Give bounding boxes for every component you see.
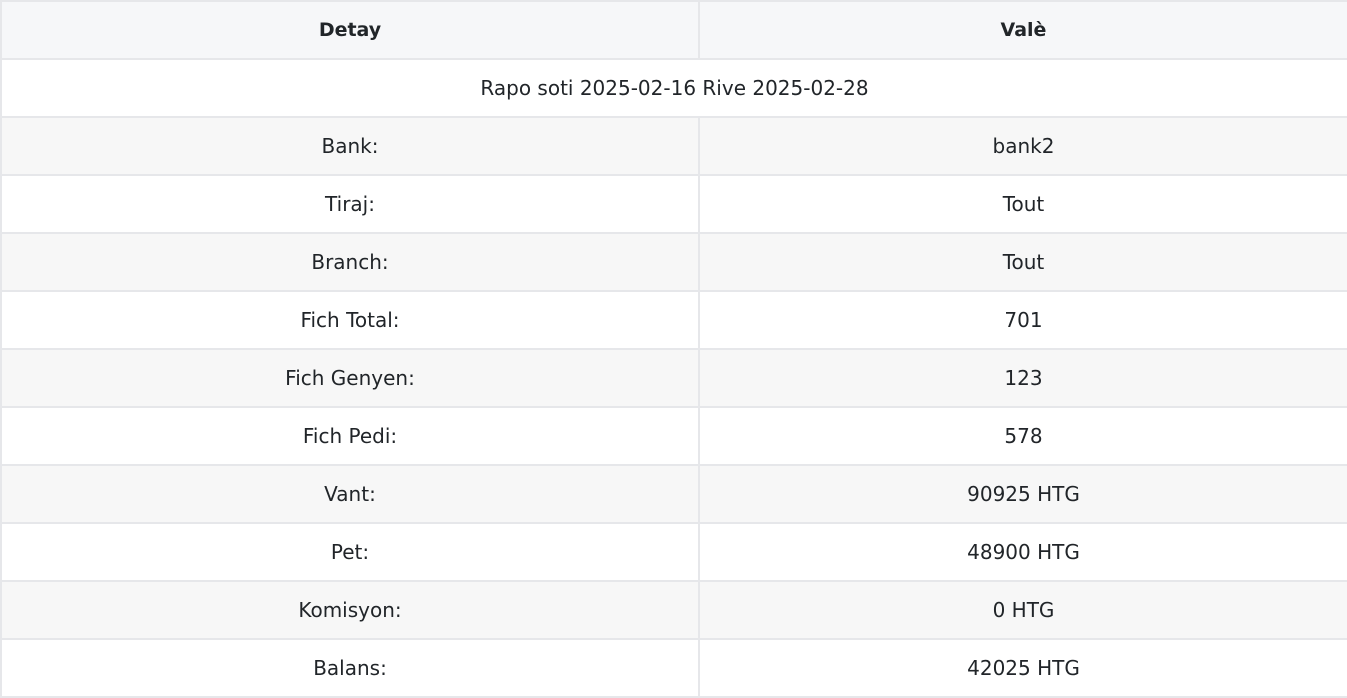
table-row: Balans: 42025 HTG [0,638,1347,698]
report-period-row: Rapo soti 2025-02-16 Rive 2025-02-28 [0,58,1347,118]
report-period: Rapo soti 2025-02-16 Rive 2025-02-28 [0,58,1347,118]
row-label: Branch: [0,232,700,292]
table-row: Fich Total: 701 [0,290,1347,350]
table-row: Tiraj: Tout [0,174,1347,234]
table-row: Pet: 48900 HTG [0,522,1347,582]
table-row: Bank: bank2 [0,116,1347,176]
row-label: Balans: [0,638,700,698]
table-header-row: Detay Valè [0,0,1347,60]
table-row: Komisyon: 0 HTG [0,580,1347,640]
row-label: Fich Genyen: [0,348,700,408]
row-value: 0 HTG [698,580,1347,640]
row-value: Tout [698,232,1347,292]
row-label: Bank: [0,116,700,176]
row-value: bank2 [698,116,1347,176]
header-detay: Detay [0,0,700,60]
row-label: Fich Total: [0,290,700,350]
table-row: Fich Genyen: 123 [0,348,1347,408]
row-value: 42025 HTG [698,638,1347,698]
row-value: 701 [698,290,1347,350]
row-label: Pet: [0,522,700,582]
table-row: Fich Pedi: 578 [0,406,1347,466]
row-label: Tiraj: [0,174,700,234]
row-label: Fich Pedi: [0,406,700,466]
header-vale: Valè [698,0,1347,60]
row-label: Vant: [0,464,700,524]
row-value: Tout [698,174,1347,234]
row-value: 578 [698,406,1347,466]
table-row: Branch: Tout [0,232,1347,292]
row-value: 48900 HTG [698,522,1347,582]
row-value: 123 [698,348,1347,408]
row-label: Komisyon: [0,580,700,640]
row-value: 90925 HTG [698,464,1347,524]
table-row: Vant: 90925 HTG [0,464,1347,524]
